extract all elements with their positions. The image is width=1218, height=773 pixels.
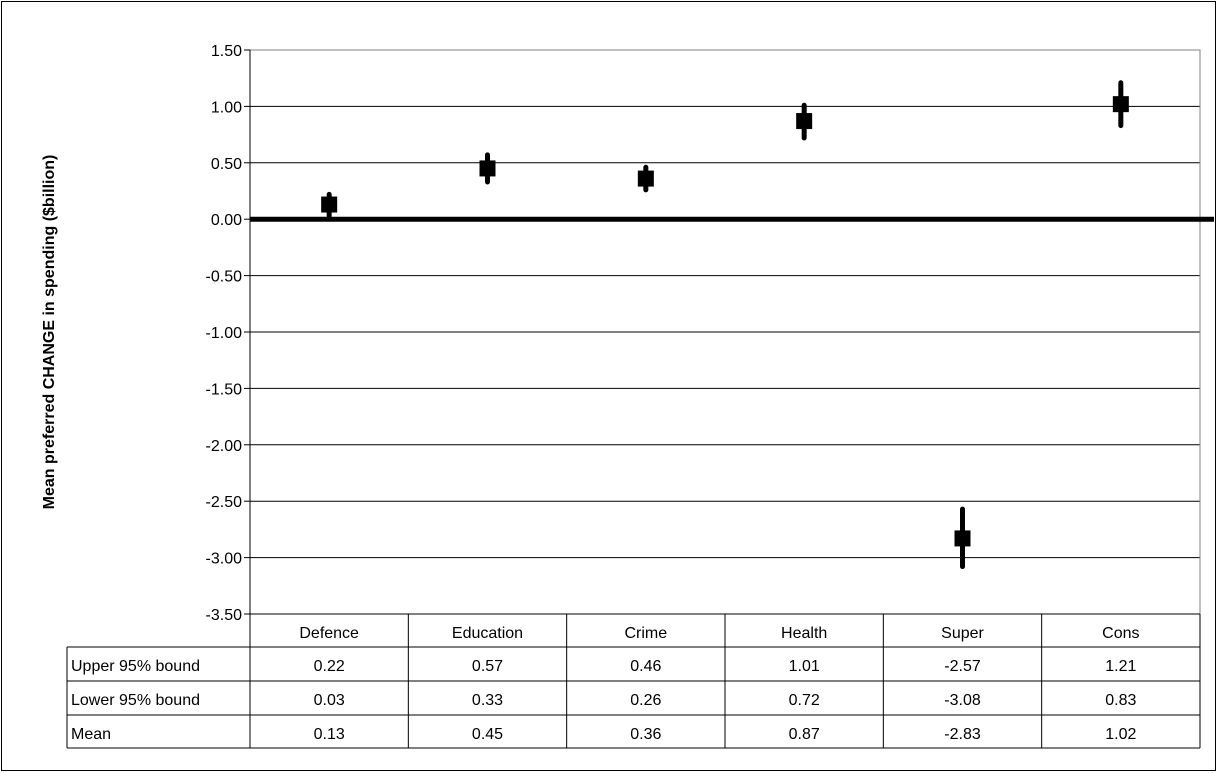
y-tick-label: -2.00 <box>206 438 243 455</box>
mean-marker <box>954 530 971 547</box>
table-cell: 0.13 <box>314 726 345 743</box>
table-cell: -2.57 <box>944 658 981 675</box>
y-tick-label: -3.00 <box>206 551 243 568</box>
y-tick-label: -1.50 <box>206 381 243 398</box>
category-label: Super <box>941 625 984 642</box>
table-cell: 0.26 <box>630 692 661 709</box>
category-label: Cons <box>1102 625 1139 642</box>
table-cell: 0.33 <box>472 692 503 709</box>
table-cell: 0.57 <box>472 658 503 675</box>
y-tick-label: 0.00 <box>211 212 242 229</box>
data-table: Defence Education Crime Health Super Cons Uppe… <box>66 613 1201 749</box>
mean-marker <box>479 160 496 177</box>
table-cell: 0.36 <box>630 726 661 743</box>
category-label: Education <box>452 625 523 642</box>
y-axis-tick-labels: 1.50 1.00 0.50 0.00 -0.50 -1.00 -1.50 -2.00 -2.5… <box>206 43 251 624</box>
table-cell: 0.45 <box>472 726 503 743</box>
table-cell: -3.08 <box>944 692 981 709</box>
category-label: Defence <box>299 625 359 642</box>
table-cell: 1.21 <box>1105 658 1136 675</box>
gridlines <box>250 49 1200 559</box>
data-marks <box>321 80 1129 570</box>
y-tick-label: 0.50 <box>211 156 242 173</box>
mean-marker <box>796 113 813 130</box>
y-tick-label: -3.50 <box>206 607 243 624</box>
table-cell: -2.83 <box>944 726 981 743</box>
table-row-label: Lower 95% bound <box>71 692 200 709</box>
mean-marker <box>1112 96 1129 113</box>
category-label: Crime <box>624 625 667 642</box>
y-tick-label: 1.50 <box>211 43 242 60</box>
table-cell: 0.87 <box>789 726 820 743</box>
y-axis-title: Mean preferred CHANGE in spending ($bill… <box>41 155 58 510</box>
y-tick-label: 1.00 <box>211 99 242 116</box>
table-cell: 0.83 <box>1105 692 1136 709</box>
table-cell: 1.01 <box>789 658 820 675</box>
table-row-label: Upper 95% bound <box>71 658 200 675</box>
y-tick-label: -2.50 <box>206 494 243 511</box>
table-cell: 0.03 <box>314 692 345 709</box>
category-label: Health <box>781 625 827 642</box>
y-tick-label: -0.50 <box>206 269 243 286</box>
table-cell: 0.22 <box>314 658 345 675</box>
mean-marker <box>321 196 338 213</box>
y-tick-label: -1.00 <box>206 325 243 342</box>
table-cell: 1.02 <box>1105 726 1136 743</box>
table-cell: 0.72 <box>789 692 820 709</box>
mean-marker <box>637 170 654 187</box>
table-cell: 0.46 <box>630 658 661 675</box>
table-row-label: Mean <box>71 726 111 743</box>
